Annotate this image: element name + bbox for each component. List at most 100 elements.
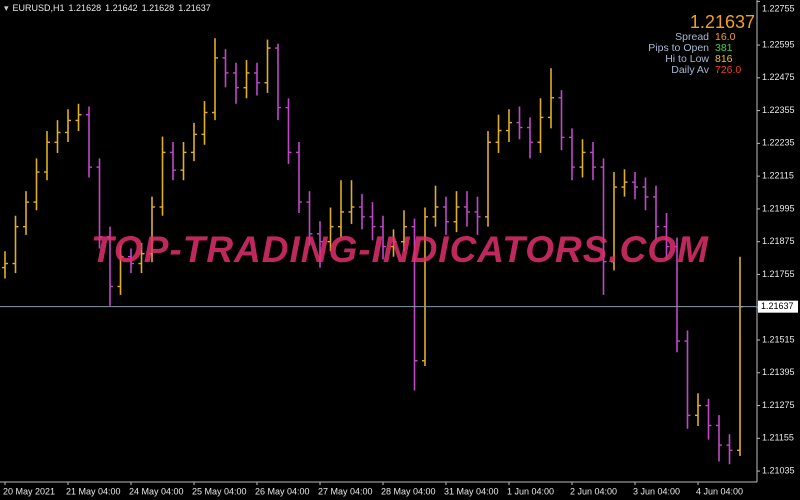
- ohlc-bar: [275, 43, 281, 121]
- x-tick-label: 25 May 04:00: [192, 486, 247, 496]
- panel-value: 381: [715, 42, 733, 54]
- ohlc-bar: [443, 196, 449, 235]
- ohlc-bar: [159, 136, 166, 216]
- x-tick-label: 4 Jun 04:00: [696, 486, 743, 496]
- y-tick-label: 1.21755: [762, 269, 795, 279]
- ohlc-bar: [86, 106, 92, 178]
- ohlc-bar: [611, 172, 617, 271]
- header: ▾ EURUSD,H1 1.21628 1.21642 1.21628 1.21637: [4, 3, 215, 14]
- x-tick-label: 27 May 04:00: [318, 486, 373, 496]
- ohlc-bar: [306, 191, 313, 246]
- ohlc-bar: [180, 142, 187, 181]
- ohlc-bar: [663, 213, 670, 260]
- ohlc-bar: [138, 243, 145, 274]
- x-tick-label: 1 Jun 04:00: [507, 486, 554, 496]
- ohlc-bar: [212, 38, 218, 121]
- ohlc-bar: [569, 128, 575, 181]
- ohlc-bar: [495, 114, 502, 153]
- ohlc-bar: [432, 185, 439, 227]
- ohlc-bar: [54, 120, 61, 153]
- x-tick-label: 2 Jun 04:00: [570, 486, 617, 496]
- y-tick-label: 1.22355: [762, 105, 795, 115]
- ohlc-bar: [558, 90, 565, 151]
- ohlc-bar: [716, 415, 722, 462]
- ohlc-bar: [653, 185, 659, 241]
- y-tick-label: 1.21155: [762, 433, 794, 443]
- ohlc-bar: [464, 191, 470, 227]
- ohlc-bar: [12, 215, 19, 274]
- ohlc-bar: [695, 393, 701, 427]
- ohlc-bar: [2, 251, 8, 279]
- ohlc-bar: [684, 330, 691, 429]
- y-tick-label: 1.22475: [762, 72, 795, 82]
- ohlc-bar: [390, 229, 397, 257]
- ohlc-bar: [264, 39, 271, 93]
- y-tick-label: 1.21515: [762, 334, 795, 344]
- y-tick-label: 1.22755: [762, 3, 795, 13]
- ohlc-bar: [222, 49, 229, 88]
- ohlc-bar: [537, 98, 544, 153]
- bid-label-box: [758, 300, 798, 313]
- ohlc-bar: [359, 193, 365, 230]
- ohlc-bar: [380, 215, 386, 260]
- panel-label: Spread: [675, 31, 709, 43]
- x-tick-label: 3 Jun 04:00: [633, 486, 680, 496]
- ohlc-bar: [579, 139, 586, 178]
- ohlc-bar: [243, 60, 250, 99]
- ohlc-bar: [516, 106, 523, 140]
- ohlc-bar: [674, 237, 680, 353]
- panel-value: 16.0: [715, 31, 736, 43]
- ohlc-bar: [401, 210, 407, 252]
- ohlc-bar: [621, 169, 628, 197]
- ohlc-bar: [33, 158, 40, 211]
- panel-value: 816: [715, 53, 733, 65]
- ohlc-bar: [327, 207, 334, 252]
- ohlc-bar: [348, 180, 355, 224]
- ohlc-bar: [170, 142, 176, 181]
- header-close: 1.21637: [178, 3, 211, 13]
- ohlc-bar: [201, 101, 208, 145]
- x-tick-label: 26 May 04:00: [255, 486, 310, 496]
- watermark: TOP-TRADING-INDICATORS.COM: [91, 229, 709, 270]
- ohlc-bar: [317, 221, 323, 268]
- x-tick-label: 28 May 04:00: [381, 486, 436, 496]
- ohlc-bar: [149, 196, 155, 263]
- y-tick-label: 1.21275: [762, 400, 795, 410]
- ohlc-bar: [453, 191, 460, 233]
- y-tick-label: 1.22595: [762, 39, 795, 49]
- bid-label: 1.21637: [761, 301, 794, 311]
- ohlc-bar: [44, 131, 50, 181]
- panel-rows: Spread 16.0 Pips to Open 381 Hi to Low 816 Dai…: [648, 32, 755, 76]
- ohlc-bar: [191, 122, 197, 162]
- ohlc-bar: [726, 434, 733, 465]
- ohlc-bar: [642, 177, 649, 211]
- ohlc-bar: [705, 398, 712, 440]
- ohlc-bar: [23, 191, 29, 235]
- ohlc-bar: [75, 103, 82, 132]
- ohlc-bar: [422, 207, 428, 366]
- panel-label: Daily Av: [671, 64, 709, 76]
- info-panel: 1.21637 Spread 16.0 Pips to Open 381 Hi to L…: [648, 12, 755, 76]
- ohlc-bar: [506, 109, 512, 143]
- ohlc-bar: [548, 68, 554, 129]
- ohlc-bar: [527, 117, 533, 159]
- header-low: 1.21628: [141, 3, 175, 13]
- y-tick-label: 1.21995: [762, 203, 795, 213]
- ohlc-bar: [369, 202, 376, 241]
- ohlc-bar: [474, 196, 481, 235]
- ohlc-bar: [254, 62, 260, 96]
- panel-price: 1.21637: [689, 12, 755, 32]
- ohlc-bar: [632, 172, 638, 200]
- y-tick-label: 1.21035: [762, 465, 795, 475]
- icon: ▾: [4, 3, 9, 13]
- ohlc-bar: [485, 131, 491, 227]
- ohlc-bar: [338, 180, 344, 238]
- ohlc-bar: [411, 218, 418, 391]
- ohlc-bar: [117, 245, 124, 295]
- header-open: 1.21628: [68, 3, 102, 13]
- ohlc-bar: [600, 158, 607, 295]
- ohlc-bar: [590, 142, 596, 181]
- panel-label: Pips to Open: [648, 42, 709, 54]
